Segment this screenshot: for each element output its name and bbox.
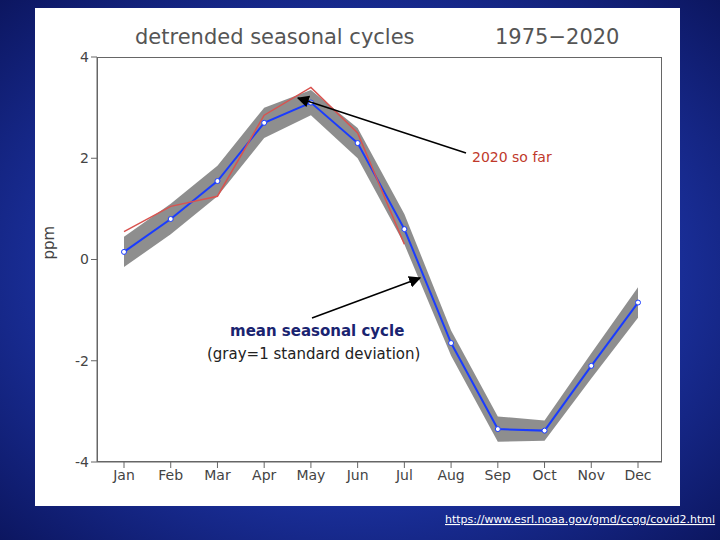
- svg-text:0: 0: [80, 251, 89, 267]
- svg-text:mean seasonal cycle: mean seasonal cycle: [230, 322, 404, 340]
- svg-text:Sep: Sep: [485, 467, 512, 483]
- svg-text:ppm: ppm: [40, 226, 58, 260]
- svg-text:Aug: Aug: [437, 467, 464, 483]
- svg-text:Jun: Jun: [346, 467, 369, 483]
- svg-text:(gray=1 standard deviation): (gray=1 standard deviation): [207, 345, 420, 363]
- svg-text:-4: -4: [75, 454, 89, 470]
- svg-text:Apr: Apr: [252, 467, 276, 483]
- svg-text:May: May: [296, 467, 325, 483]
- svg-text:2020 so far: 2020 so far: [472, 149, 552, 165]
- svg-text:Mar: Mar: [204, 467, 231, 483]
- svg-text:4: 4: [80, 49, 89, 65]
- svg-text:Jan: Jan: [112, 467, 135, 483]
- svg-text:Dec: Dec: [624, 467, 651, 483]
- svg-text:https://www.esrl.noaa.gov/gmd/: https://www.esrl.noaa.gov/gmd/ccgg/covid…: [445, 513, 712, 526]
- svg-text:detrended seasonal cycles: detrended seasonal cycles: [135, 25, 415, 49]
- svg-text:Feb: Feb: [158, 467, 183, 483]
- svg-text:Nov: Nov: [578, 467, 605, 483]
- svg-text:Jul: Jul: [395, 467, 413, 483]
- svg-text:-2: -2: [75, 353, 89, 369]
- svg-text:1975−2020: 1975−2020: [495, 25, 619, 49]
- svg-text:2: 2: [80, 150, 89, 166]
- svg-text:Oct: Oct: [532, 467, 557, 483]
